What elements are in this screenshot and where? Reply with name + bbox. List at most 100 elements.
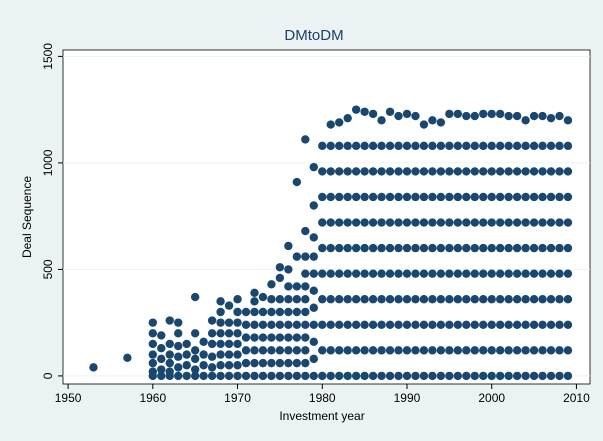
point: [292, 252, 302, 261]
point: [504, 192, 513, 202]
plot-area: [62, 49, 591, 385]
point: [233, 361, 242, 370]
point: [284, 333, 293, 342]
point: [241, 346, 251, 355]
point: [462, 346, 471, 355]
point: [453, 192, 463, 202]
point: [402, 141, 412, 151]
point: [224, 318, 234, 327]
point: [495, 167, 505, 176]
point: [309, 286, 318, 295]
point: [351, 320, 361, 329]
point: [402, 243, 412, 253]
point: [479, 109, 488, 119]
point: [309, 201, 318, 210]
point: [512, 346, 522, 355]
point: [377, 141, 386, 151]
point: [241, 371, 251, 381]
point: [555, 141, 564, 151]
point: [275, 371, 285, 381]
point: [351, 269, 361, 278]
point: [529, 371, 539, 381]
point: [419, 243, 429, 253]
point: [411, 111, 420, 121]
point: [487, 320, 496, 329]
point: [512, 371, 522, 381]
point: [394, 269, 403, 278]
point: [224, 361, 234, 370]
point: [267, 346, 276, 355]
point: [190, 365, 200, 374]
point: [487, 109, 496, 119]
point: [495, 218, 505, 227]
point: [258, 292, 268, 302]
point: [411, 243, 420, 253]
point: [470, 371, 479, 381]
point: [326, 269, 335, 278]
point: [258, 346, 268, 355]
point: [335, 320, 344, 329]
point: [462, 295, 471, 304]
point: [512, 141, 522, 151]
point: [157, 331, 166, 340]
point: [123, 353, 132, 362]
point: [250, 333, 259, 342]
point: [538, 269, 547, 278]
point: [436, 118, 446, 127]
point: [343, 295, 352, 304]
point: [436, 218, 446, 227]
point: [343, 269, 352, 278]
point: [301, 333, 310, 342]
x-tick-label: 2000: [478, 391, 505, 405]
point: [563, 346, 573, 355]
point: [470, 111, 479, 121]
point: [504, 269, 513, 278]
point: [309, 162, 318, 172]
x-axis-title: Investment year: [279, 409, 364, 423]
point: [453, 243, 463, 253]
point: [479, 346, 488, 355]
point: [157, 365, 166, 374]
point: [207, 329, 217, 338]
point: [377, 116, 386, 125]
point: [555, 269, 564, 278]
point: [148, 350, 158, 359]
point: [479, 167, 488, 176]
point: [250, 297, 259, 306]
point: [190, 329, 200, 338]
point: [301, 320, 310, 329]
y-tick-label: 1000: [41, 149, 55, 176]
point: [479, 320, 488, 329]
point: [546, 113, 556, 123]
point: [165, 350, 174, 359]
point: [174, 329, 183, 338]
point: [453, 269, 463, 278]
point: [495, 269, 505, 278]
point: [199, 350, 208, 359]
point: [487, 371, 496, 381]
point: [385, 320, 395, 329]
point: [309, 233, 318, 242]
point: [538, 346, 547, 355]
point: [479, 295, 488, 304]
point: [394, 141, 403, 151]
point: [368, 141, 378, 151]
point: [445, 295, 454, 304]
point: [360, 269, 369, 278]
x-tick-label: 1950: [55, 391, 82, 405]
point: [495, 141, 505, 151]
point: [233, 318, 242, 327]
point: [326, 371, 335, 381]
point: [241, 358, 251, 368]
point: [284, 282, 293, 291]
point: [335, 192, 344, 202]
point: [487, 269, 496, 278]
x-tick-label: 1990: [394, 391, 421, 405]
point: [250, 320, 259, 329]
point: [368, 320, 378, 329]
point: [377, 346, 386, 355]
point: [318, 243, 327, 253]
point: [495, 295, 505, 304]
point: [453, 109, 463, 119]
